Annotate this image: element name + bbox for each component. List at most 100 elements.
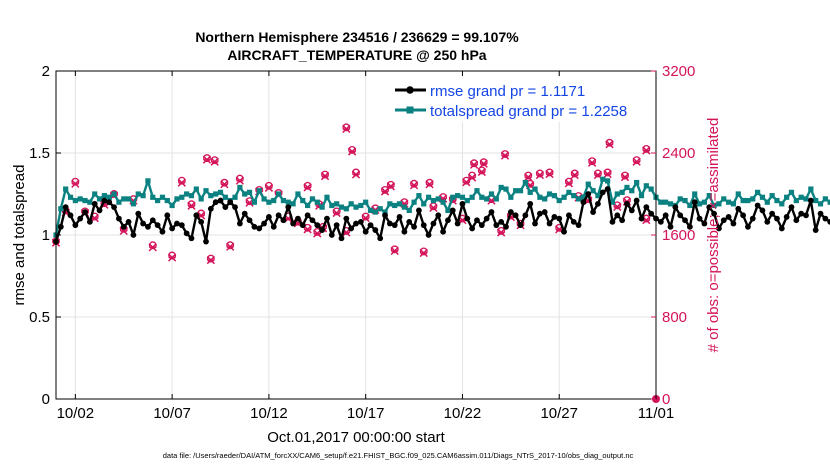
totalspread-point xyxy=(150,194,156,200)
rmse-point xyxy=(599,189,606,196)
totalspread-point xyxy=(440,199,446,205)
rmse-point xyxy=(295,215,301,222)
rmse-point xyxy=(822,215,829,222)
totalspread-point xyxy=(295,191,301,197)
obs-possible-point xyxy=(386,180,395,189)
rmse-point xyxy=(595,200,601,207)
totalspread-point xyxy=(561,194,567,200)
totalspread-point xyxy=(614,191,620,197)
rmse-point xyxy=(686,223,693,230)
rmse-point xyxy=(691,199,698,206)
rmse-point xyxy=(246,217,253,224)
x-tick-label: 10/17 xyxy=(347,405,385,422)
y-axis-label-right: # of obs: o=possible; ×=assimilated xyxy=(705,118,722,353)
rmse-point xyxy=(62,204,69,211)
totalspread-point xyxy=(396,201,403,207)
rmse-point xyxy=(604,186,611,192)
rmse-point xyxy=(348,225,355,232)
totalspread-point xyxy=(721,196,727,202)
totalspread-point xyxy=(706,193,712,199)
obs-possible-point xyxy=(593,169,602,178)
rmse-point xyxy=(682,217,688,224)
totalspread-point xyxy=(648,186,654,192)
data-file-footer: data file: /Users/raeder/DAI/ATM_forcXX/… xyxy=(163,451,634,460)
totalspread-point xyxy=(280,197,287,204)
obs-possible-point xyxy=(632,156,641,165)
totalspread-point xyxy=(716,201,722,207)
totalspread-point xyxy=(401,204,407,210)
rmse-point xyxy=(425,232,432,238)
rmse-point xyxy=(164,212,171,219)
totalspread-point xyxy=(585,181,591,187)
obs-assimilated-point xyxy=(220,180,229,189)
obs-possible-point xyxy=(303,223,312,232)
y-tick-label-left: 1 xyxy=(42,227,50,244)
totalspread-point xyxy=(305,202,311,209)
rmse-point xyxy=(561,228,567,235)
rmse-point xyxy=(386,220,393,227)
obs-possible-point xyxy=(303,181,312,190)
obs-assimilated-point xyxy=(264,183,274,192)
legend-box xyxy=(391,77,653,122)
obs-assimilated-point xyxy=(535,170,545,180)
rmse-point xyxy=(507,209,514,215)
rmse-point xyxy=(145,223,151,230)
obs-possible-point xyxy=(110,190,119,198)
obs-possible-point xyxy=(479,158,488,167)
rmse-point xyxy=(338,235,345,242)
rmse-point xyxy=(532,220,538,227)
totalspread-point xyxy=(663,199,669,205)
x-tick-label: 10/02 xyxy=(57,405,95,422)
rmse-point xyxy=(735,205,742,212)
totalspread-point xyxy=(77,196,83,202)
rmse-point xyxy=(130,232,137,238)
totalspread-point xyxy=(788,189,795,195)
totalspread-point xyxy=(503,186,509,192)
totalspread-point xyxy=(145,178,151,184)
y-tick-label-left: 0 xyxy=(42,391,50,408)
totalspread-point xyxy=(566,189,572,195)
totalspread-point xyxy=(769,193,775,199)
obs-assimilated-point xyxy=(500,151,510,160)
totalspread-point xyxy=(82,197,88,204)
obs-possible-point xyxy=(613,201,622,210)
y-tick-label-left: 2 xyxy=(42,63,50,80)
obs-possible-point xyxy=(497,226,506,235)
totalspread-point xyxy=(430,197,437,204)
totalspread-point xyxy=(537,194,543,200)
rmse-point xyxy=(275,212,282,219)
y-tick-label-left: 0.5 xyxy=(29,309,50,326)
totalspread-point xyxy=(779,201,785,207)
totalspread-point xyxy=(363,199,369,205)
rmse-point xyxy=(67,212,74,219)
rmse-point xyxy=(401,228,408,235)
totalspread-point xyxy=(435,196,441,202)
rmse-point xyxy=(222,204,229,211)
totalspread-point xyxy=(217,189,224,195)
rmse-point xyxy=(474,217,480,224)
rmse-point xyxy=(362,228,369,235)
rmse-point xyxy=(111,204,117,211)
totalspread-point xyxy=(92,191,98,197)
obs-assimilated-point xyxy=(524,172,533,182)
legend-label-rmse: rmse grand pr = 1.1171 xyxy=(430,83,585,100)
rmse-point xyxy=(435,212,442,219)
rmse-point xyxy=(304,212,311,219)
totalspread-point xyxy=(634,179,640,186)
totalspread-point xyxy=(619,189,625,195)
totalspread-point xyxy=(343,206,349,212)
totalspread-point xyxy=(600,176,606,182)
totalspread-point xyxy=(624,184,630,191)
totalspread-point xyxy=(793,197,799,204)
obs-assimilated-point xyxy=(303,225,312,234)
obs-assimilated-point xyxy=(462,178,471,187)
rmse-point xyxy=(154,222,161,229)
obs-assimilated-point xyxy=(469,160,479,169)
totalspread-point xyxy=(421,201,427,207)
obs-possible-point xyxy=(501,150,509,158)
totalspread-point xyxy=(198,196,204,202)
rmse-point xyxy=(701,220,708,227)
ticks: 10/02 10/07 10/12 10/17 10/22 10/27 11/0100.51… xyxy=(29,63,695,422)
obs-possible-point xyxy=(462,176,471,185)
totalspread-point xyxy=(556,197,562,204)
